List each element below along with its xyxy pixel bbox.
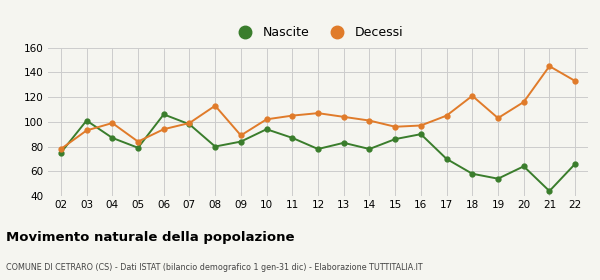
Line: Decessi: Decessi bbox=[58, 64, 578, 151]
Nascite bbox=[417, 132, 424, 136]
Decessi bbox=[366, 119, 373, 122]
Nascite bbox=[546, 189, 553, 193]
Nascite bbox=[237, 140, 244, 143]
Nascite bbox=[263, 128, 270, 131]
Nascite bbox=[186, 123, 193, 126]
Decessi bbox=[289, 114, 296, 117]
Legend: Nascite, Decessi: Nascite, Decessi bbox=[228, 21, 408, 44]
Decessi bbox=[572, 79, 579, 83]
Decessi bbox=[134, 140, 142, 143]
Decessi bbox=[109, 121, 116, 125]
Nascite bbox=[366, 147, 373, 151]
Nascite bbox=[494, 177, 502, 180]
Nascite bbox=[314, 147, 322, 151]
Decessi bbox=[494, 116, 502, 120]
Text: COMUNE DI CETRARO (CS) - Dati ISTAT (bilancio demografico 1 gen-31 dic) - Elabor: COMUNE DI CETRARO (CS) - Dati ISTAT (bil… bbox=[6, 263, 422, 272]
Decessi bbox=[186, 121, 193, 125]
Line: Nascite: Nascite bbox=[58, 112, 578, 193]
Decessi bbox=[520, 100, 527, 104]
Text: Movimento naturale della popolazione: Movimento naturale della popolazione bbox=[6, 231, 295, 244]
Decessi bbox=[83, 129, 90, 132]
Nascite bbox=[392, 137, 399, 141]
Decessi bbox=[212, 104, 219, 108]
Decessi bbox=[160, 128, 167, 131]
Nascite bbox=[109, 136, 116, 139]
Decessi bbox=[237, 134, 244, 137]
Decessi bbox=[340, 115, 347, 118]
Decessi bbox=[469, 94, 476, 97]
Nascite bbox=[443, 157, 450, 161]
Nascite bbox=[572, 162, 579, 165]
Nascite bbox=[520, 165, 527, 168]
Decessi bbox=[417, 124, 424, 127]
Decessi bbox=[314, 111, 322, 115]
Decessi bbox=[57, 147, 64, 151]
Nascite bbox=[83, 119, 90, 122]
Nascite bbox=[289, 136, 296, 139]
Decessi bbox=[263, 118, 270, 121]
Nascite bbox=[134, 146, 142, 150]
Nascite bbox=[160, 113, 167, 116]
Nascite bbox=[57, 151, 64, 154]
Decessi bbox=[392, 125, 399, 129]
Decessi bbox=[546, 64, 553, 68]
Nascite bbox=[469, 172, 476, 175]
Nascite bbox=[340, 141, 347, 144]
Decessi bbox=[443, 114, 450, 117]
Nascite bbox=[212, 145, 219, 148]
